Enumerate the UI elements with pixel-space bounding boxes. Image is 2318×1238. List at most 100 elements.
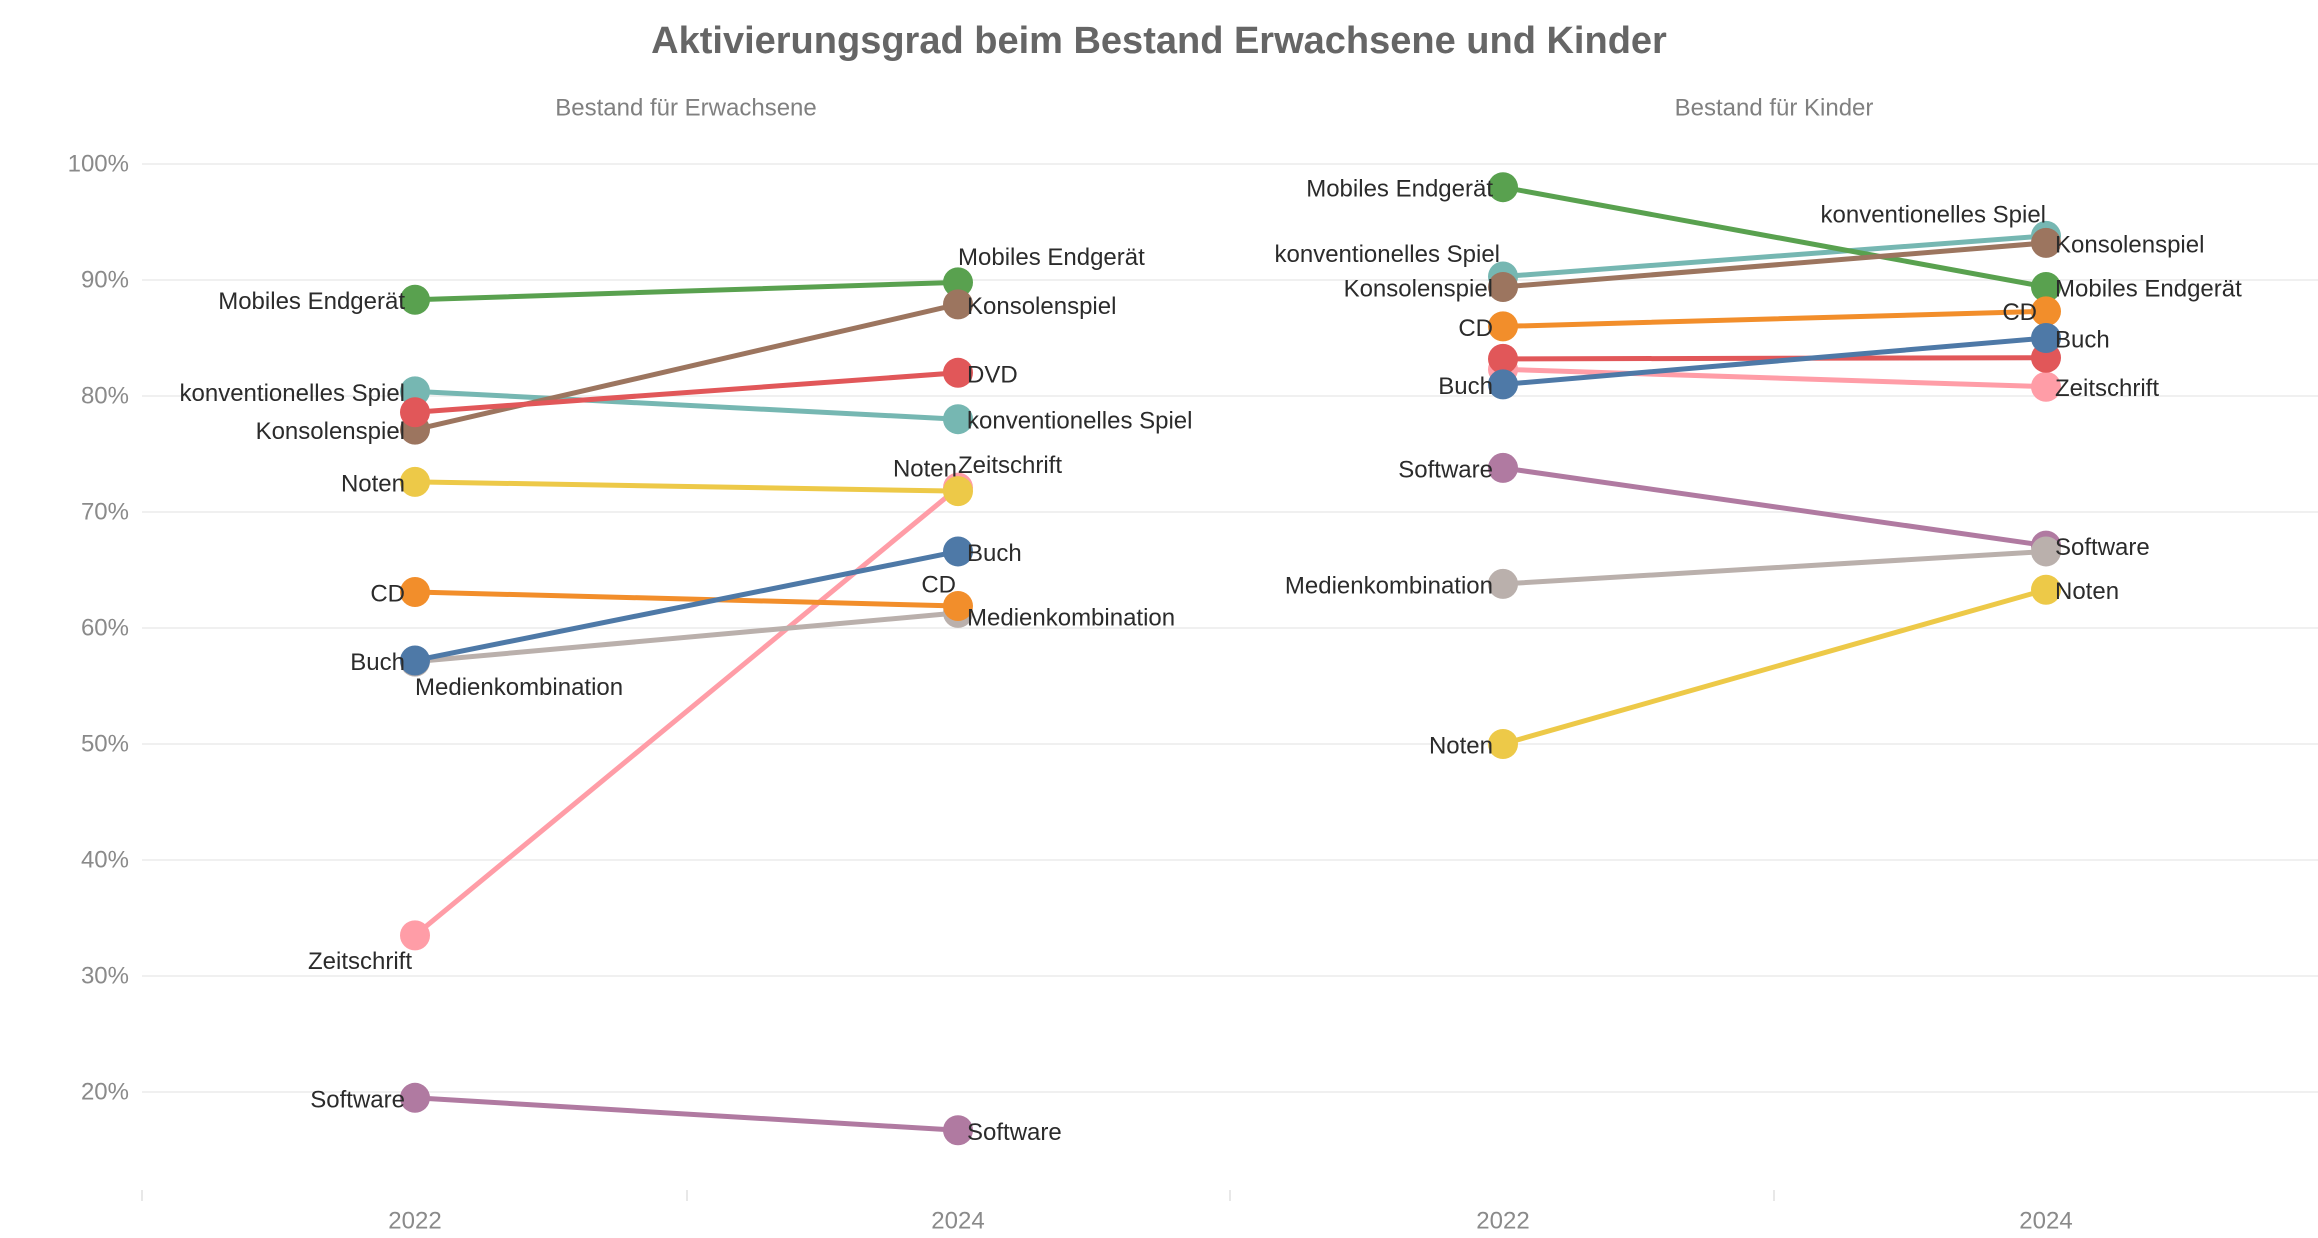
data-label-cd: CD [370,581,405,608]
data-point-dvd [1488,343,1518,374]
data-label-cd: CD [2002,299,2037,326]
data-point-zeitschrift [400,920,430,951]
data-label-noten: Noten [2055,578,2119,605]
data-label-noten: Noten [1429,733,1493,760]
series-line-noten [412,479,961,494]
data-point-buch [400,645,430,676]
data-label-zeitschrift: Zeitschrift [2055,375,2159,402]
series-line-software [1500,465,2049,549]
data-label-medienkombination: Medienkombination [415,674,623,701]
panel-header-children: Bestand für Kinder [1675,95,1874,122]
y-tick-label: 40% [81,847,129,874]
data-point-software [943,1115,973,1146]
data-label-buch: Buch [1438,373,1493,400]
y-tick-label: 50% [81,731,129,758]
data-label-konsolenspiel: Konsolenspiel [2055,231,2204,258]
data-point-konsolenspiel [2031,227,2061,258]
series-line-konventionelles-spiel [412,388,961,422]
data-label-zeitschrift: Zeitschrift [308,948,412,975]
x-tick-label: 2024 [931,1208,984,1235]
data-label-mobiles-endgeraet: Mobiles Endgerät [1306,176,1493,203]
y-tick-label: 70% [81,499,129,526]
series-line-cd [412,589,961,609]
panel-header-adults: Bestand für Erwachsene [555,95,816,122]
series-line-konventionelles-spiel [1500,233,2049,280]
y-tick-label: 90% [81,267,129,294]
data-point-medienkombination [2031,536,2061,567]
x-axis: 2022 2024 2022 2024 [388,1208,2072,1235]
series-points [400,267,973,1146]
series-line-cd [1500,308,2049,329]
data-label-konsolenspiel: Konsolenspiel [1344,275,1493,302]
data-point-mobiles-endgeraet [400,284,430,315]
data-label-software: Software [310,1086,405,1113]
data-label-zeitschrift: Zeitschrift [958,452,1062,479]
series-line-medienkombination [1500,548,2049,587]
x-tick-label: 2022 [1476,1208,1529,1235]
y-tick-label: 30% [81,963,129,990]
data-point-mobiles-endgeraet [2031,271,2061,302]
series-line-konsolenspiel [1500,240,2049,290]
data-label-buch: Buch [967,540,1022,567]
data-point-mobiles-endgeraet [943,267,973,298]
series-line-software [412,1095,961,1133]
data-label-konventionelles-spiel: konventionelles Spiel [1275,241,1500,268]
y-axis: 100% 90% 80% 70% 60% 50% 40% 30% 20% [68,151,129,1106]
data-label-konsolenspiel: Konsolenspiel [967,293,1116,320]
data-label-medienkombination: Medienkombination [1285,572,1493,599]
data-label-dvd: DVD [967,361,1018,388]
data-point-buch [1488,369,1518,400]
point-labels: konventionelles Spiel konventionelles Spi… [1275,176,2243,760]
series-line-buch [412,548,961,663]
data-point-mobiles-endgeraet [1488,172,1518,203]
panel-adults: konventionelles Spiel konventionelles Spi… [180,244,1193,1146]
data-point-noten [943,476,973,507]
series-lines [1500,184,2049,747]
data-label-noten: Noten [893,456,957,483]
data-point-konsolenspiel [943,289,973,320]
series-line-dvd [1500,355,2049,362]
data-point-noten [2031,574,2061,605]
y-tick-label: 20% [81,1079,129,1106]
data-point-noten [400,466,430,497]
data-point-cd [943,590,973,621]
data-label-noten: Noten [341,470,405,497]
data-label-buch: Buch [350,649,405,676]
series-lines [412,279,961,1133]
series-line-mobiles-endgeraet [412,279,961,303]
data-point-cd [400,577,430,608]
data-point-software [1488,452,1518,483]
data-point-konventionelles-spiel [943,404,973,435]
x-tick-label: 2024 [2019,1208,2072,1235]
chart-title: Aktivierungsgrad beim Bestand Erwachsene… [651,20,1667,62]
data-point-zeitschrift [2031,371,2061,402]
data-label-konsolenspiel: Konsolenspiel [256,418,405,445]
data-point-cd [1488,311,1518,342]
data-label-konventionelles-spiel: konventionelles Spiel [180,380,405,407]
data-point-dvd [943,357,973,388]
panel-children: konventionelles Spiel konventionelles Spi… [1275,172,2243,760]
data-label-software: Software [1398,456,1493,483]
data-label-mobiles-endgeraet: Mobiles Endgerät [2055,275,2242,302]
data-label-konventionelles-spiel: konventionelles Spiel [1821,201,2046,228]
data-label-software: Software [967,1119,1062,1146]
y-tick-label: 80% [81,383,129,410]
data-point-cd [2031,296,2061,327]
series-line-buch [1500,335,2049,387]
series-line-medienkombination [412,610,961,665]
series-line-dvd [412,370,961,415]
data-point-medienkombination [1488,568,1518,599]
data-point-software [400,1082,430,1113]
data-label-buch: Buch [2055,327,2110,354]
data-point-konventionelles-spiel [400,376,430,407]
data-label-konventionelles-spiel: konventionelles Spiel [967,408,1192,435]
y-tick-label: 60% [81,615,129,642]
data-label-medienkombination: Medienkombination [967,604,1175,631]
series-line-zeitschrift [1500,366,2049,390]
data-label-mobiles-endgeraet: Mobiles Endgerät [958,244,1145,271]
data-point-konsolenspiel [1488,271,1518,302]
x-tick-label: 2022 [388,1208,441,1235]
y-tick-label: 100% [68,151,129,178]
series-line-mobiles-endgeraet [1500,184,2049,290]
